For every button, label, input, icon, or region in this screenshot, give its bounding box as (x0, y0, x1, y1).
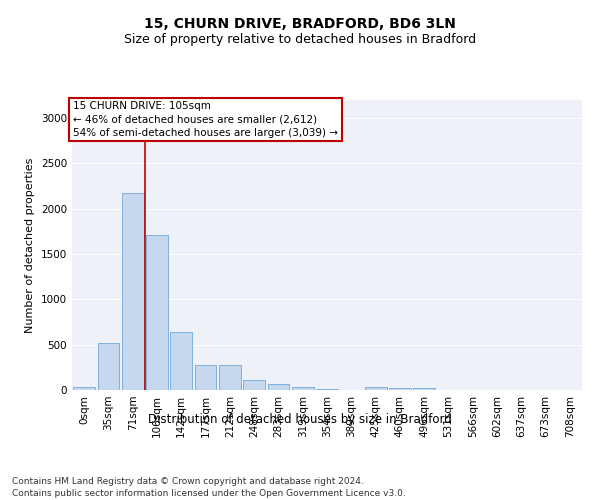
Bar (389, 388, 411, 390)
Bar (170, 332, 192, 390)
Y-axis label: Number of detached properties: Number of detached properties (25, 158, 35, 332)
Bar (413, 388, 435, 390)
Bar (73, 388, 95, 390)
Text: 15 CHURN DRIVE: 105sqm
← 46% of detached houses are smaller (2,612)
54% of semi-: 15 CHURN DRIVE: 105sqm ← 46% of detached… (73, 102, 338, 138)
Bar (194, 364, 217, 390)
Text: Distribution of detached houses by size in Bradford: Distribution of detached houses by size … (148, 412, 452, 426)
Text: Size of property relative to detached houses in Bradford: Size of property relative to detached ho… (124, 32, 476, 46)
Text: Contains HM Land Registry data © Crown copyright and database right 2024.
Contai: Contains HM Land Registry data © Crown c… (12, 476, 406, 498)
Bar (243, 380, 265, 390)
Bar (97, 343, 119, 390)
Bar (146, 235, 168, 390)
Bar (292, 387, 314, 390)
Text: 15, CHURN DRIVE, BRADFORD, BD6 3LN: 15, CHURN DRIVE, BRADFORD, BD6 3LN (144, 18, 456, 32)
Bar (316, 388, 338, 390)
Bar (219, 364, 241, 390)
Bar (122, 193, 143, 390)
Bar (268, 384, 289, 390)
Bar (365, 388, 386, 390)
